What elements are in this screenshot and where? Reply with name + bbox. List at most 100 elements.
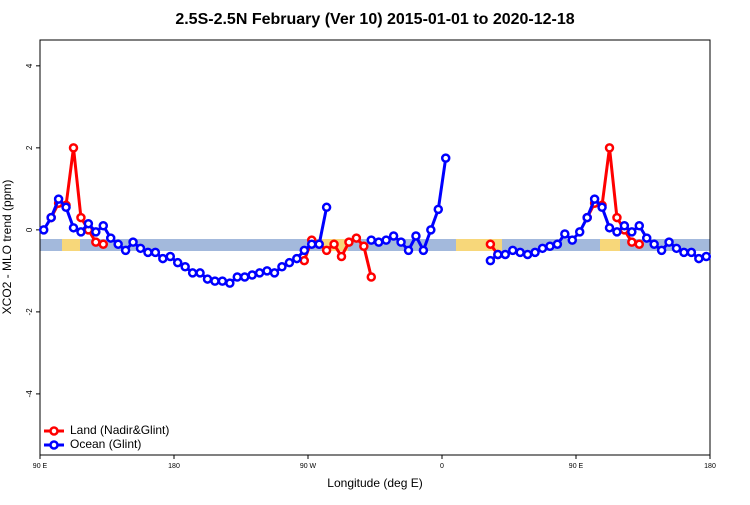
data-point [321,202,332,213]
data-point [344,237,354,247]
data-point [225,278,235,288]
data-point [61,202,71,213]
y-tick-label: 4 [25,63,34,68]
data-point [612,227,622,237]
legend-label: Land (Nadir&Glint) [70,423,169,437]
data-point [98,221,109,231]
data-point [485,239,496,249]
data-point [210,276,220,286]
x-tick-label: 0 [440,463,444,470]
data-point [686,247,697,258]
data-point [172,257,183,268]
y-axis-label: XCO2 - MLO trend (ppm) [0,180,14,315]
data-point [299,245,310,256]
data-point [507,245,518,256]
y-tick-label: 0 [25,227,34,232]
data-point [604,143,615,153]
legend-marker [49,440,59,450]
y-tick-label: 2 [25,145,34,150]
data-point [262,266,272,276]
data-point [366,235,377,245]
data-point [247,270,257,280]
data-point [158,253,168,264]
data-point [701,251,712,262]
data-point [679,247,689,258]
data-point [195,268,205,278]
data-point [83,218,94,229]
data-point [359,241,369,252]
data-point [254,268,265,278]
plot-frame [39,39,711,456]
data-point [671,243,682,254]
data-point [582,212,592,223]
data-point [217,276,228,286]
data-point [433,204,444,215]
data-point [627,237,637,247]
land-patch [62,239,80,251]
data-point [351,233,362,243]
x-tick-label: 180 [168,463,180,470]
chart-title: 2.5S-2.5N February (Ver 10) 2015-01-01 t… [175,11,574,28]
data-point [619,221,630,231]
data-point [589,194,600,204]
data-point [187,268,198,278]
data-point [634,221,645,231]
series-line [49,147,640,278]
data-point [321,245,332,256]
data-point [113,239,123,249]
data-point [627,227,637,237]
x-tick-label: 90 W [300,463,317,470]
data-point [150,247,161,258]
data-point [381,235,391,245]
data-point [46,212,56,223]
data-point [500,249,511,260]
data-point [537,243,548,254]
data-point [485,255,496,266]
data-point [306,239,317,249]
data-point [180,262,190,272]
data-point [98,239,109,249]
data-point [574,227,585,237]
data-point [299,255,310,266]
data-point [522,249,533,260]
data-point [165,251,176,262]
data-point [53,194,64,204]
data-point [336,251,347,262]
data-point [269,268,280,278]
data-point [411,231,421,241]
data-point [396,237,406,247]
data-point [277,262,287,272]
data-point [38,225,49,235]
data-point [641,233,652,243]
legend-marker [49,426,59,436]
x-axis-label: Longitude (deg E) [327,476,422,490]
data-point [515,247,525,258]
legend-label: Ocean (Glint) [70,437,141,451]
data-point [656,245,667,256]
data-point [388,231,399,241]
data-point [597,202,607,213]
data-point [68,143,79,153]
data-point [128,237,138,247]
x-tick-label: 90 E [33,463,48,470]
data-point [76,227,86,237]
data-point [567,235,578,245]
data-point [604,223,615,233]
data-point [493,249,503,260]
data-point [68,223,79,233]
data-point [120,245,131,256]
data-point [143,247,153,258]
x-tick-label: 180 [704,463,716,470]
data-point [239,272,250,282]
data-point [373,237,384,247]
data-point [76,212,86,223]
data-point [292,253,302,264]
data-point [135,243,146,254]
data-point [440,153,451,163]
data-point [91,227,101,237]
data-point [329,239,339,249]
data-point [694,253,704,264]
data-point [403,245,414,256]
data-point [634,239,645,249]
